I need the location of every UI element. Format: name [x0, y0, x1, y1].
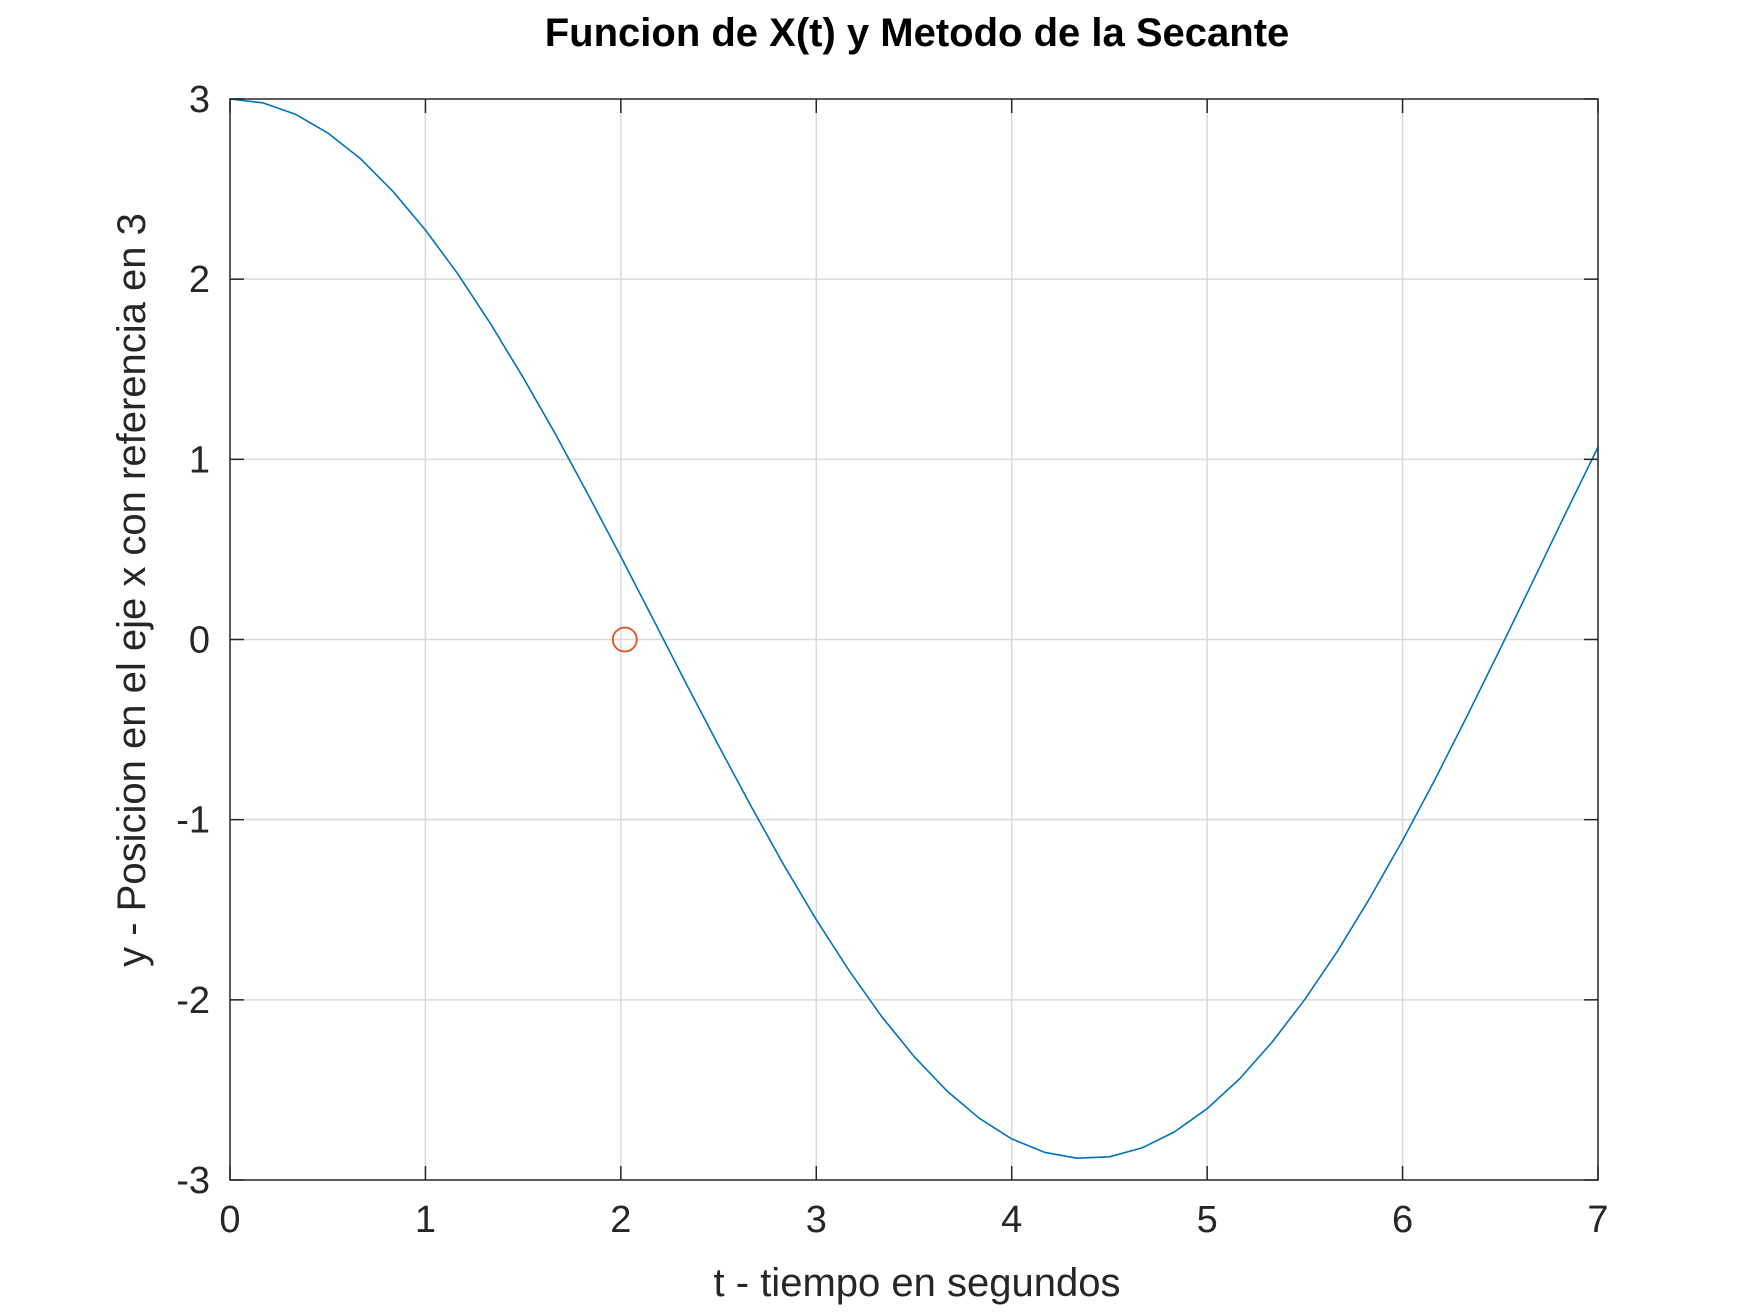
series-line [229, 98, 1599, 1159]
tick-marks [229, 98, 1599, 1181]
x-tick-label: 6 [1392, 1199, 1413, 1241]
x-tick-label: 3 [806, 1199, 827, 1241]
x-tick-label: 2 [610, 1199, 631, 1241]
chart-title: Funcion de X(t) y Metodo de la Secante [545, 11, 1290, 55]
y-tick-label: 2 [189, 259, 210, 301]
x-tick-label: 7 [1587, 1199, 1608, 1241]
y-tick-label: -1 [176, 800, 210, 842]
x-tick-label: 4 [1001, 1199, 1022, 1241]
x-tick-label: 0 [219, 1199, 240, 1241]
y-tick-label: 0 [189, 620, 210, 662]
plot-series [229, 98, 1599, 1159]
grid [230, 99, 1598, 1180]
x-tick-label: 1 [415, 1199, 436, 1241]
x-tick-label: 5 [1197, 1199, 1218, 1241]
y-axis-label: y - Posicion en el eje x con referencia … [110, 213, 154, 967]
y-tick-label: 3 [189, 79, 210, 121]
y-tick-labels: -3 -2 -1 0 1 2 3 [176, 79, 210, 1202]
root-marker-point [611, 626, 638, 653]
x-axis-label: t - tiempo en segundos [714, 1261, 1121, 1305]
y-tick-label: -3 [176, 1160, 210, 1202]
y-tick-label: -2 [176, 980, 210, 1022]
x-tick-labels: 0 1 2 3 4 5 6 7 [219, 1199, 1608, 1241]
y-tick-label: 1 [189, 439, 210, 481]
